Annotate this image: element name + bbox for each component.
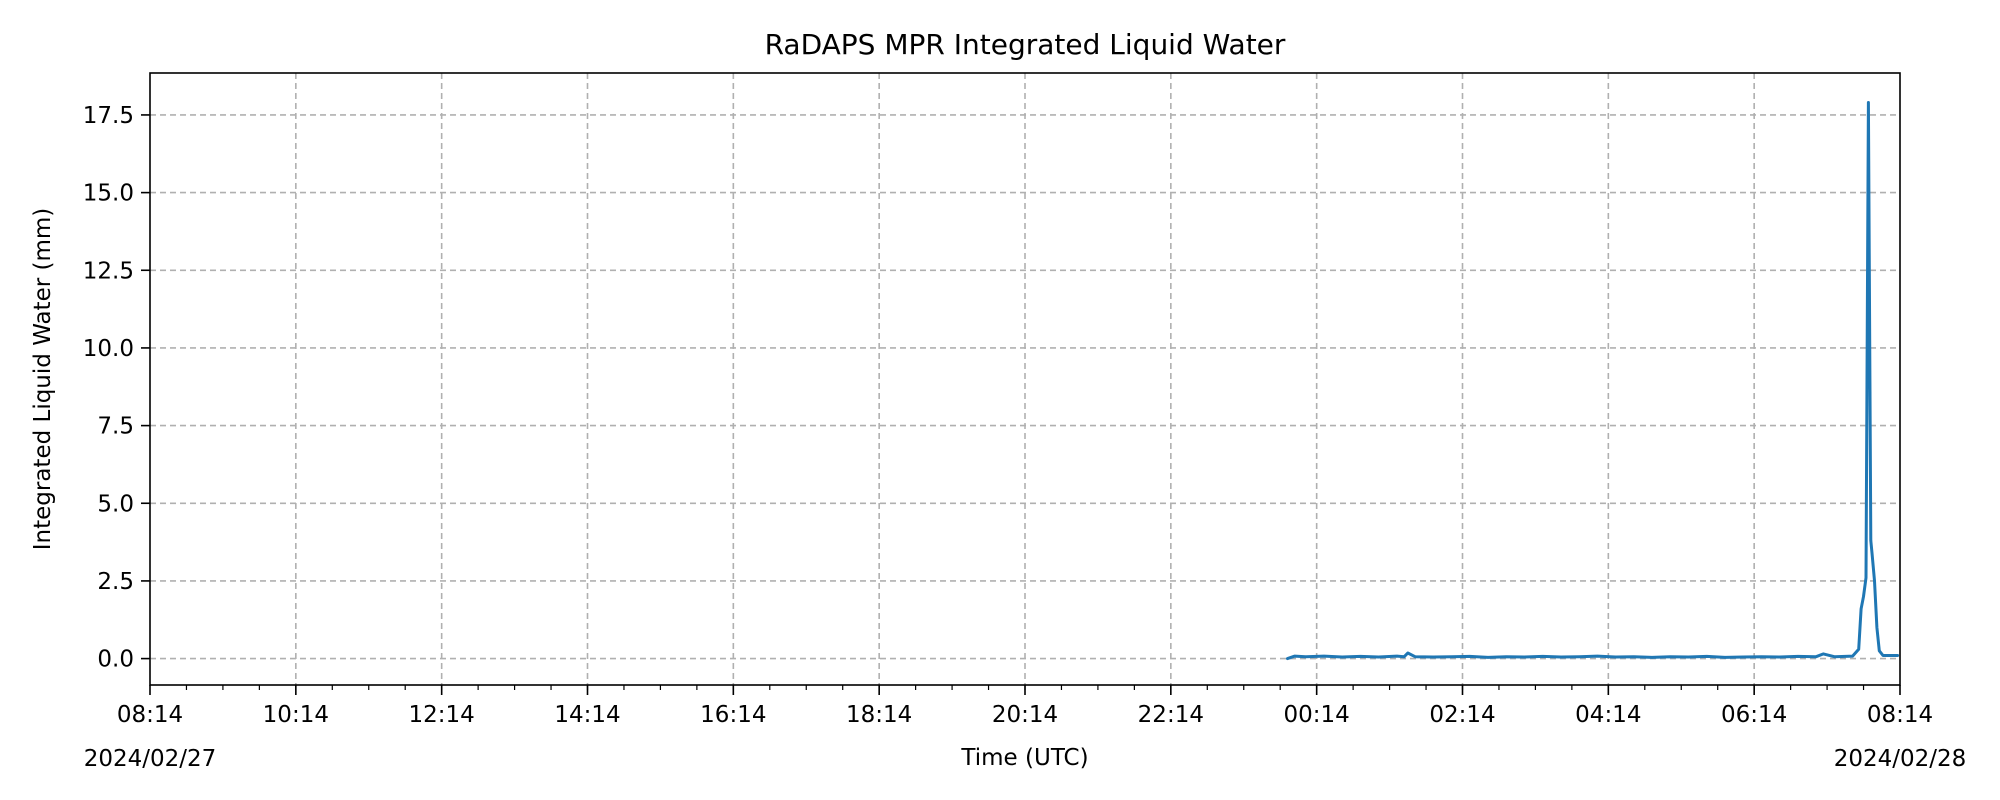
- y-tick-label: 10.0: [83, 336, 134, 362]
- y-tick-label: 0.0: [97, 647, 134, 673]
- x-tick-label: 10:14: [263, 702, 329, 728]
- y-tick-label: 12.5: [83, 258, 134, 284]
- y-tick-label: 15.0: [83, 181, 134, 207]
- grid: [150, 73, 1900, 685]
- x-tick-label: 08:14: [117, 702, 183, 728]
- y-tick-label: 7.5: [97, 414, 134, 440]
- y-axis-label: Integrated Liquid Water (mm): [30, 208, 56, 551]
- x-tick-label: 14:14: [554, 702, 620, 728]
- x-tick-label: 00:14: [1284, 702, 1350, 728]
- x-tick-label: 08:14: [1867, 702, 1933, 728]
- x-tick-label: 20:14: [992, 702, 1058, 728]
- x-axis-label: Time (UTC): [960, 745, 1088, 771]
- y-tick-label: 5.0: [97, 491, 134, 517]
- y-tick-label: 17.5: [83, 103, 134, 129]
- x-end-date-label: 2024/02/28: [1834, 746, 1967, 772]
- plot-data: [1286, 101, 1900, 661]
- y-tick-label: 2.5: [97, 569, 134, 595]
- chart-title: RaDAPS MPR Integrated Liquid Water: [765, 28, 1286, 61]
- x-tick-label: 06:14: [1721, 702, 1787, 728]
- x-tick-label: 04:14: [1575, 702, 1641, 728]
- axes: 0.0 2.5 5.0 7.5 10.0 12.5 15.0 17.5 08:14 10:14 12…: [83, 103, 1933, 728]
- series-line: [1286, 101, 1900, 661]
- x-start-date-label: 2024/02/27: [84, 746, 217, 772]
- x-tick-label: 22:14: [1138, 702, 1204, 728]
- x-tick-label: 12:14: [409, 702, 475, 728]
- x-tick-label: 02:14: [1429, 702, 1495, 728]
- x-tick-label: 16:14: [700, 702, 766, 728]
- x-tick-label: 18:14: [846, 702, 912, 728]
